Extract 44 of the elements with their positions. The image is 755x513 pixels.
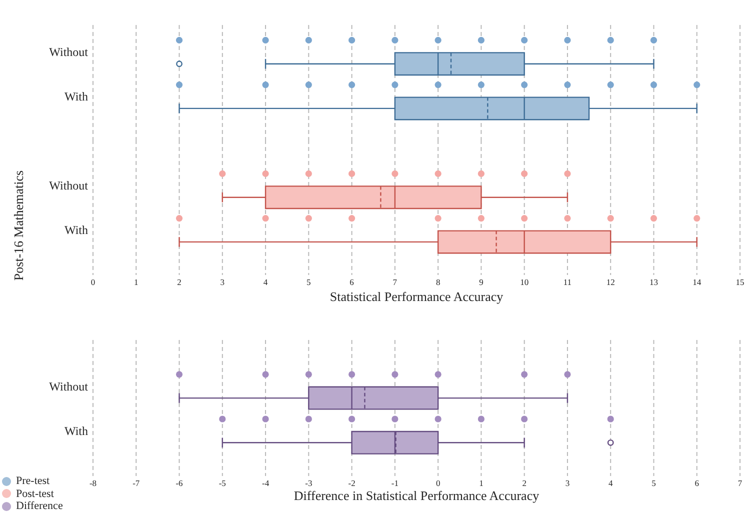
x-tick-label: 4: [608, 478, 614, 488]
legend-label: Pre-test: [16, 474, 50, 488]
x-tick-label: 5: [652, 478, 656, 488]
x-tick-label: -8: [89, 478, 97, 488]
y-tick-label: Without: [49, 178, 89, 193]
x-tick-label: 9: [479, 277, 484, 288]
x-tick-label: -2: [348, 478, 356, 488]
x-tick-label: 6: [694, 478, 699, 488]
x-tick-label: 7: [392, 277, 398, 288]
y-tick-label: Without: [49, 379, 89, 394]
x-tick-label: -1: [391, 478, 398, 488]
x-tick-label: 0: [90, 277, 96, 288]
x-tick-label: 3: [220, 277, 225, 288]
x-tick-label: 14: [692, 277, 702, 288]
legend-label: Post-test: [16, 488, 54, 500]
x-tick-label: 8: [436, 277, 440, 288]
x-tick-label: 2: [177, 277, 182, 288]
legend-label: Difference: [16, 500, 63, 513]
x-tick-label: 0: [436, 478, 440, 488]
x-tick-label: 1: [479, 478, 484, 488]
y-tick-label: With: [64, 90, 88, 104]
x-tick-label: 11: [563, 277, 572, 288]
x-tick-label: -7: [132, 478, 140, 488]
x-tick-label: 1: [134, 277, 138, 288]
x-tick-label: 3: [565, 478, 570, 488]
x-tick-label: 6: [350, 277, 354, 288]
y-axis-title: Post-16 Mathematics: [10, 170, 26, 281]
x-tick-label: -6: [176, 478, 183, 488]
x-tick-label: -3: [305, 478, 312, 488]
x-tick-label: 12: [606, 277, 615, 288]
x-tick-label: -4: [262, 478, 270, 488]
x-tick-label: -5: [218, 478, 226, 488]
y-tick-label: With: [64, 424, 88, 438]
x-axis-title: Difference in Statistical Performance Accuracy: [294, 488, 540, 503]
y-tick-label: Without: [49, 45, 89, 60]
x-axis-title: Statistical Performance Accuracy: [330, 289, 504, 304]
x-tick-label: 15: [736, 277, 744, 288]
y-tick-label: With: [64, 223, 88, 238]
x-tick-label: 4: [263, 277, 268, 288]
x-tick-label: 2: [522, 478, 526, 488]
x-tick-label: 10: [520, 277, 529, 288]
x-tick-label: 13: [649, 277, 658, 288]
x-tick-label: 5: [306, 277, 311, 288]
x-tick-label: 7: [738, 478, 742, 488]
